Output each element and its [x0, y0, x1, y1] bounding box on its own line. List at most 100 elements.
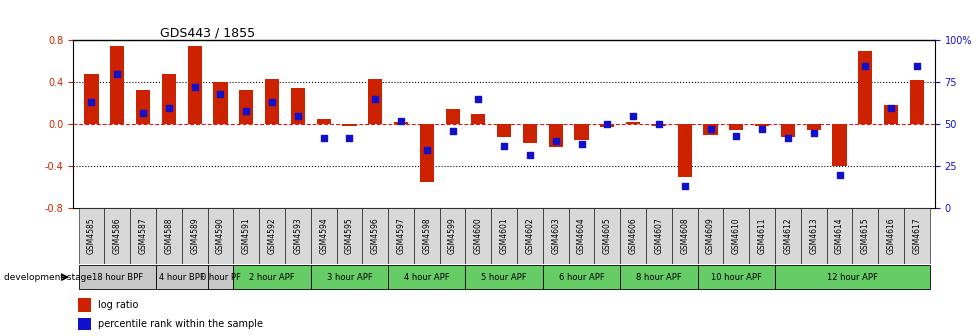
Point [676, 184, 691, 189]
Text: GSM4611: GSM4611 [757, 218, 766, 254]
Bar [207, 208, 233, 264]
Bar [470, 114, 485, 124]
Bar [877, 208, 903, 264]
Bar [852, 208, 877, 264]
Bar [522, 124, 537, 143]
Bar [775, 208, 800, 264]
Text: GSM4609: GSM4609 [705, 218, 714, 254]
Bar [130, 208, 156, 264]
Text: GSM4607: GSM4607 [653, 218, 663, 254]
Bar [594, 208, 620, 264]
Point [625, 113, 641, 119]
Point [110, 71, 125, 77]
Text: 12 hour APF: 12 hour APF [826, 273, 877, 282]
Text: percentile rank within the sample: percentile rank within the sample [98, 319, 262, 329]
Text: GSM4589: GSM4589 [190, 218, 199, 254]
Point [470, 96, 486, 102]
Text: 3 hour APF: 3 hour APF [327, 273, 372, 282]
Text: GSM4603: GSM4603 [551, 218, 559, 254]
Point [187, 85, 202, 90]
Bar [671, 208, 697, 264]
Text: GSM4617: GSM4617 [911, 218, 920, 254]
Bar [78, 265, 156, 289]
Bar [754, 124, 769, 126]
Text: GDS443 / 1855: GDS443 / 1855 [159, 26, 254, 39]
Bar [182, 208, 207, 264]
Point [857, 63, 872, 68]
Bar [259, 208, 285, 264]
Point [289, 113, 305, 119]
Bar [723, 208, 748, 264]
Text: GSM4600: GSM4600 [473, 218, 482, 254]
Bar [903, 208, 929, 264]
Bar [156, 265, 207, 289]
Text: GSM4588: GSM4588 [164, 218, 173, 254]
Bar [77, 298, 91, 312]
Point [882, 105, 898, 110]
Point [779, 135, 795, 140]
Bar [909, 80, 923, 124]
Text: GSM4595: GSM4595 [344, 218, 354, 254]
Bar [497, 124, 511, 137]
Text: GSM4605: GSM4605 [602, 218, 611, 254]
Point [367, 96, 382, 102]
Bar [806, 124, 820, 130]
Text: GSM4606: GSM4606 [628, 218, 637, 254]
Bar [697, 208, 723, 264]
Text: 4 hour BPF: 4 hour BPF [158, 273, 204, 282]
Bar [316, 119, 331, 124]
Text: GSM4596: GSM4596 [371, 218, 379, 254]
Bar [420, 124, 433, 182]
Bar [156, 208, 182, 264]
Bar [543, 265, 620, 289]
Point [135, 110, 151, 115]
Text: GSM4594: GSM4594 [319, 218, 328, 254]
Text: GSM4614: GSM4614 [834, 218, 843, 254]
Bar [465, 265, 543, 289]
Bar [703, 124, 717, 135]
Bar [491, 208, 516, 264]
Bar [445, 109, 460, 124]
Bar [393, 122, 408, 124]
Bar [233, 208, 259, 264]
Bar [285, 208, 310, 264]
Point [521, 152, 537, 157]
Point [728, 133, 743, 139]
Bar [831, 124, 846, 166]
Text: GSM4598: GSM4598 [422, 218, 431, 254]
Bar [574, 124, 588, 140]
Point [419, 147, 434, 152]
Bar [548, 124, 562, 148]
Bar [651, 124, 665, 126]
Bar [310, 265, 387, 289]
Point [805, 130, 821, 135]
Bar [362, 208, 387, 264]
Bar [387, 265, 465, 289]
Bar [516, 208, 543, 264]
Point [599, 122, 614, 127]
Bar [239, 90, 253, 124]
Text: GSM4610: GSM4610 [732, 218, 740, 254]
Text: GSM4592: GSM4592 [267, 218, 276, 254]
Bar [368, 79, 382, 124]
Bar [775, 265, 929, 289]
Text: GSM4604: GSM4604 [576, 218, 586, 254]
Bar [84, 74, 99, 124]
Text: GSM4608: GSM4608 [680, 218, 689, 254]
Text: GSM4586: GSM4586 [112, 218, 121, 254]
Point [239, 108, 254, 114]
Bar [748, 208, 775, 264]
Bar [78, 208, 105, 264]
Bar [729, 124, 742, 130]
Text: GSM4585: GSM4585 [87, 218, 96, 254]
Text: 18 hour BPF: 18 hour BPF [92, 273, 143, 282]
Text: GSM4587: GSM4587 [139, 218, 148, 254]
Bar [111, 46, 124, 124]
Point [160, 105, 176, 110]
Bar [600, 124, 614, 127]
Text: GSM4615: GSM4615 [860, 218, 868, 254]
Text: development stage: development stage [4, 273, 92, 282]
Text: GSM4613: GSM4613 [809, 218, 818, 254]
Text: 4 hour APF: 4 hour APF [404, 273, 449, 282]
Bar [387, 208, 414, 264]
